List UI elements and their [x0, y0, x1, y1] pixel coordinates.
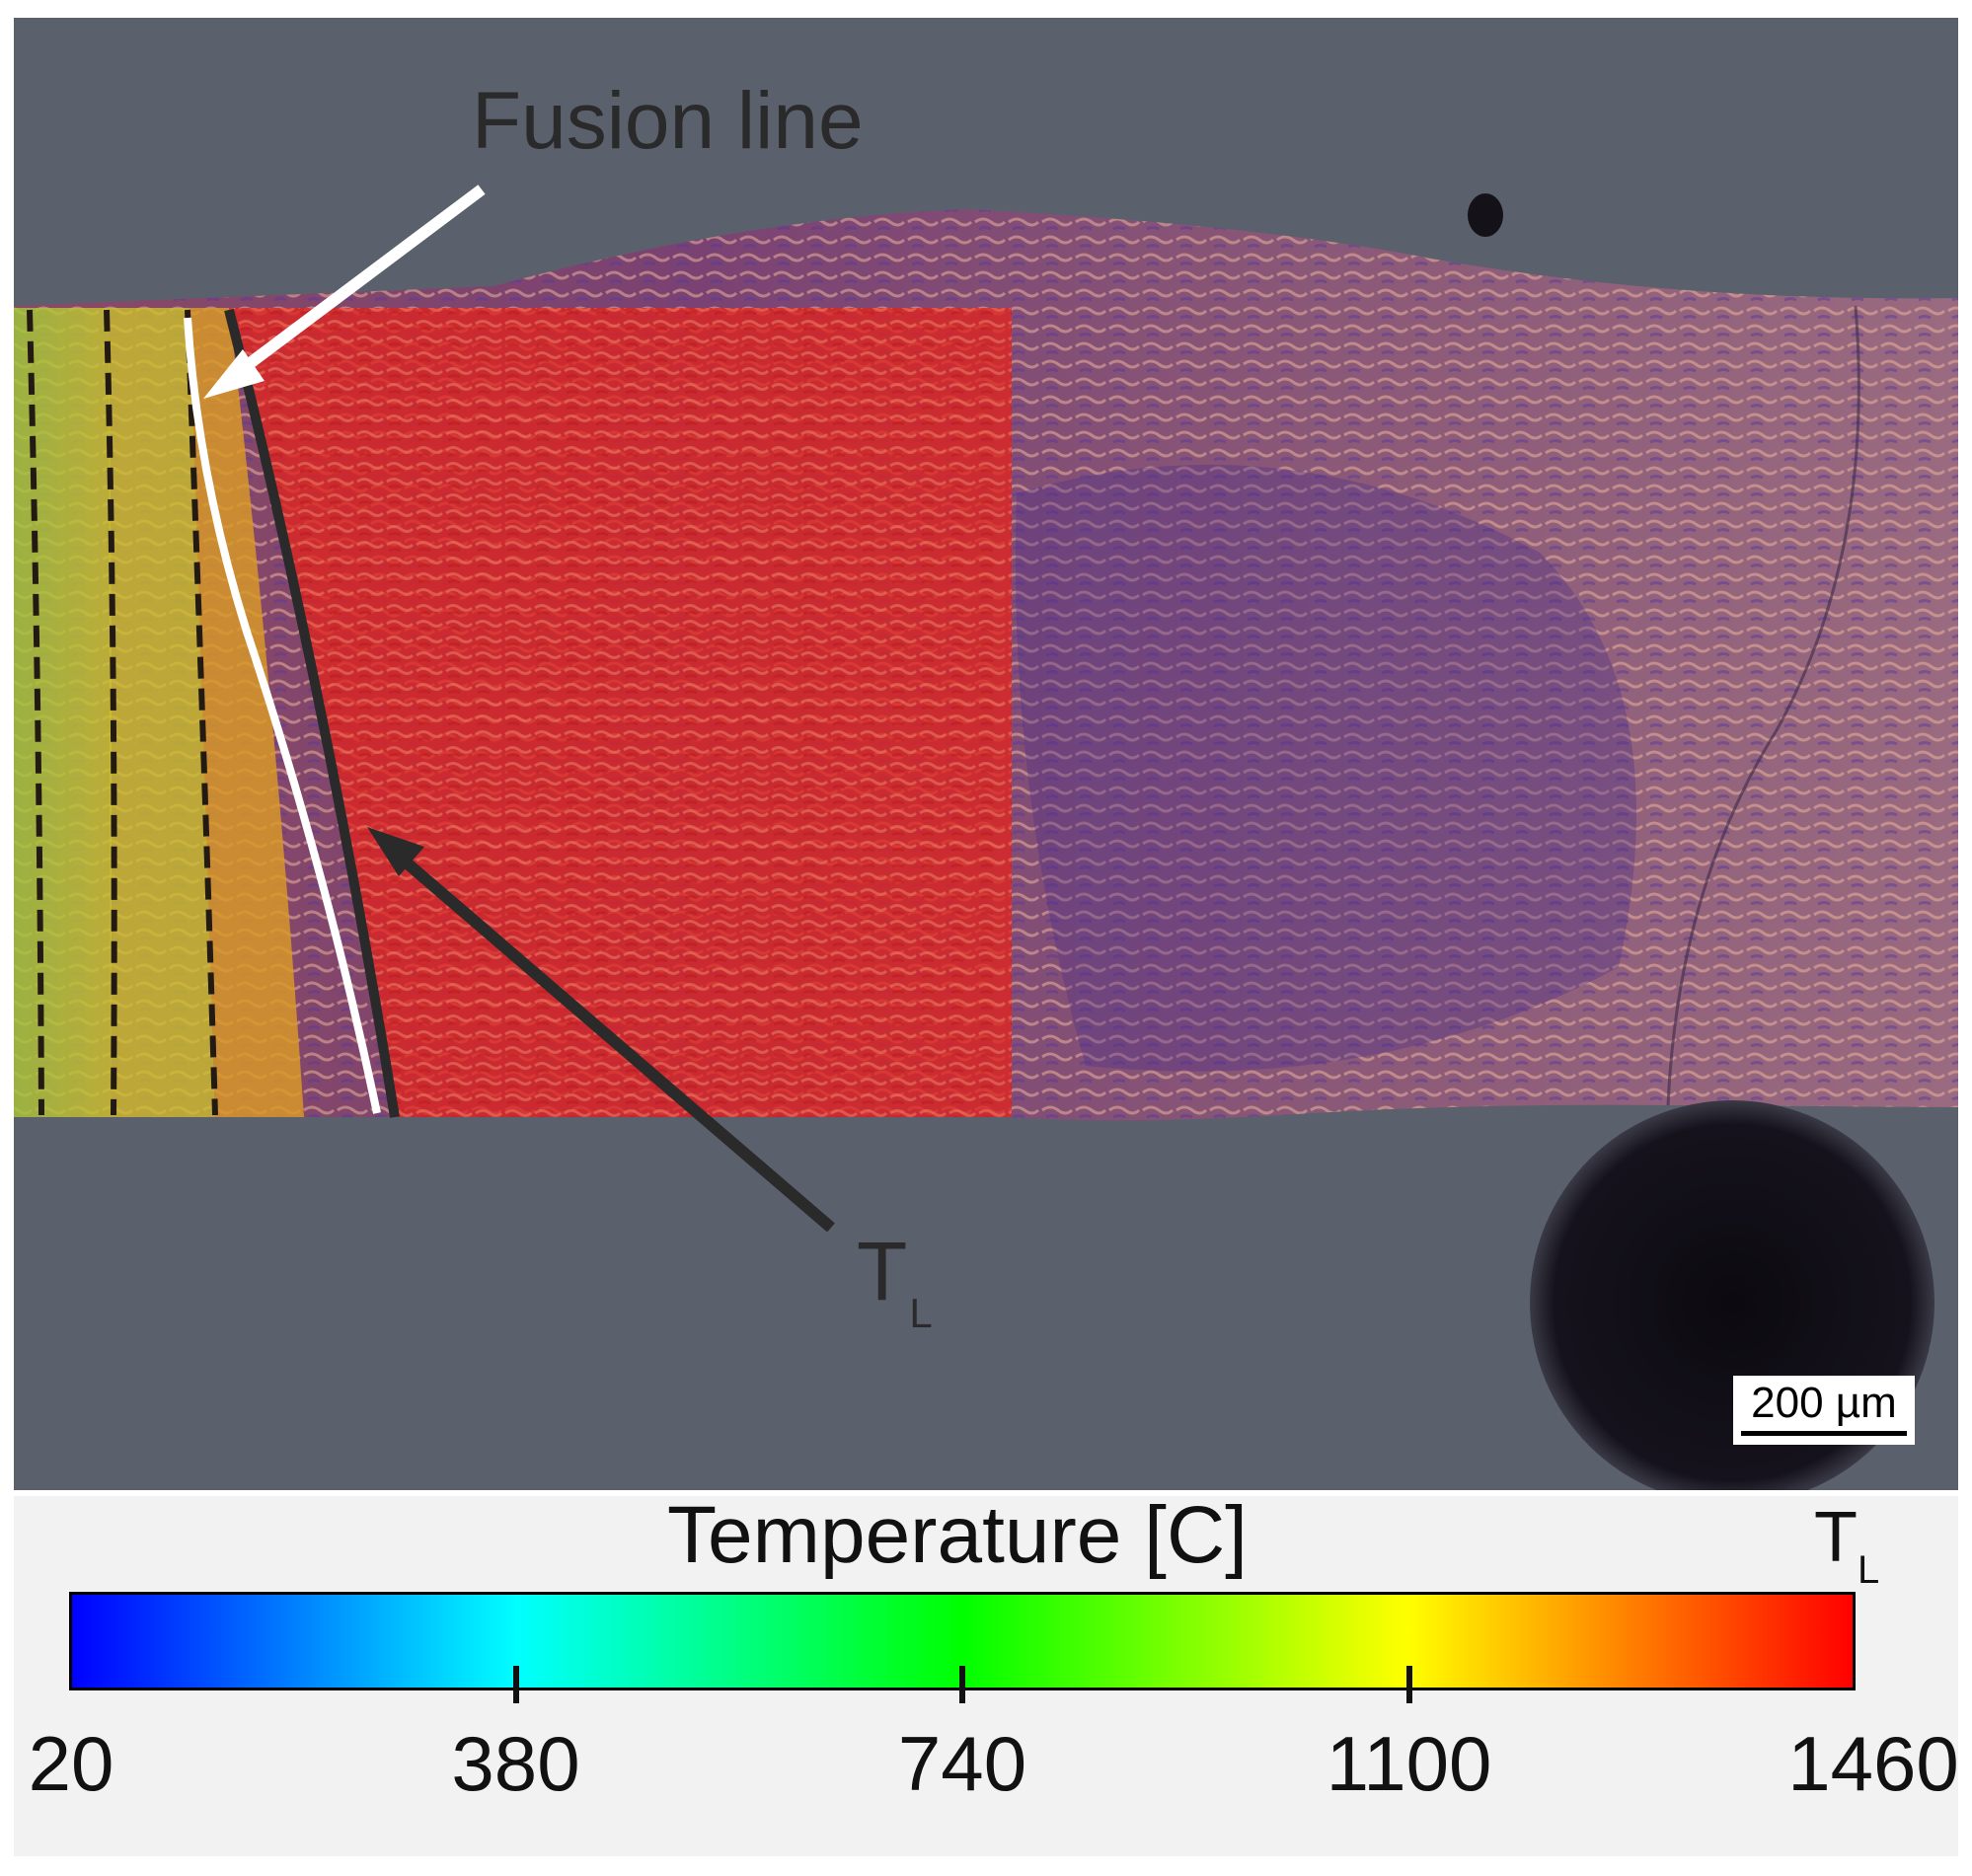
colorbar-tick-label: 740	[897, 1720, 1027, 1807]
scale-bar-label: 200 µm	[1751, 1379, 1897, 1427]
liquidus-isotherm	[224, 308, 400, 1118]
colorbar-tick-label: 1460	[1787, 1720, 1959, 1807]
colorbar-tick-label: 1100	[1326, 1720, 1492, 1807]
scale-bar: 200 µm	[1733, 1376, 1915, 1445]
colorbar-title: Temperature [C]	[667, 1490, 1248, 1580]
liquidus-label: TL	[857, 1225, 933, 1336]
scale-bar-line	[1741, 1431, 1907, 1436]
liquidus-arrow	[367, 827, 835, 1233]
weld-micrograph	[0, 0, 1972, 1490]
colorbar-tick-label: 20	[28, 1720, 114, 1807]
colorbar-tick-mark	[512, 1666, 519, 1703]
temperature-overlay	[14, 308, 1012, 1118]
fusion-line	[184, 317, 381, 1114]
colorbar-max-label: TL	[1814, 1498, 1880, 1592]
fusion-line-label: Fusion line	[472, 76, 864, 166]
colorbar-tick-mark	[959, 1666, 965, 1703]
fusion-line-arrow	[203, 185, 486, 399]
colorbar-tick-mark	[1405, 1666, 1412, 1703]
colorbar-tick-label: 380	[451, 1720, 580, 1807]
